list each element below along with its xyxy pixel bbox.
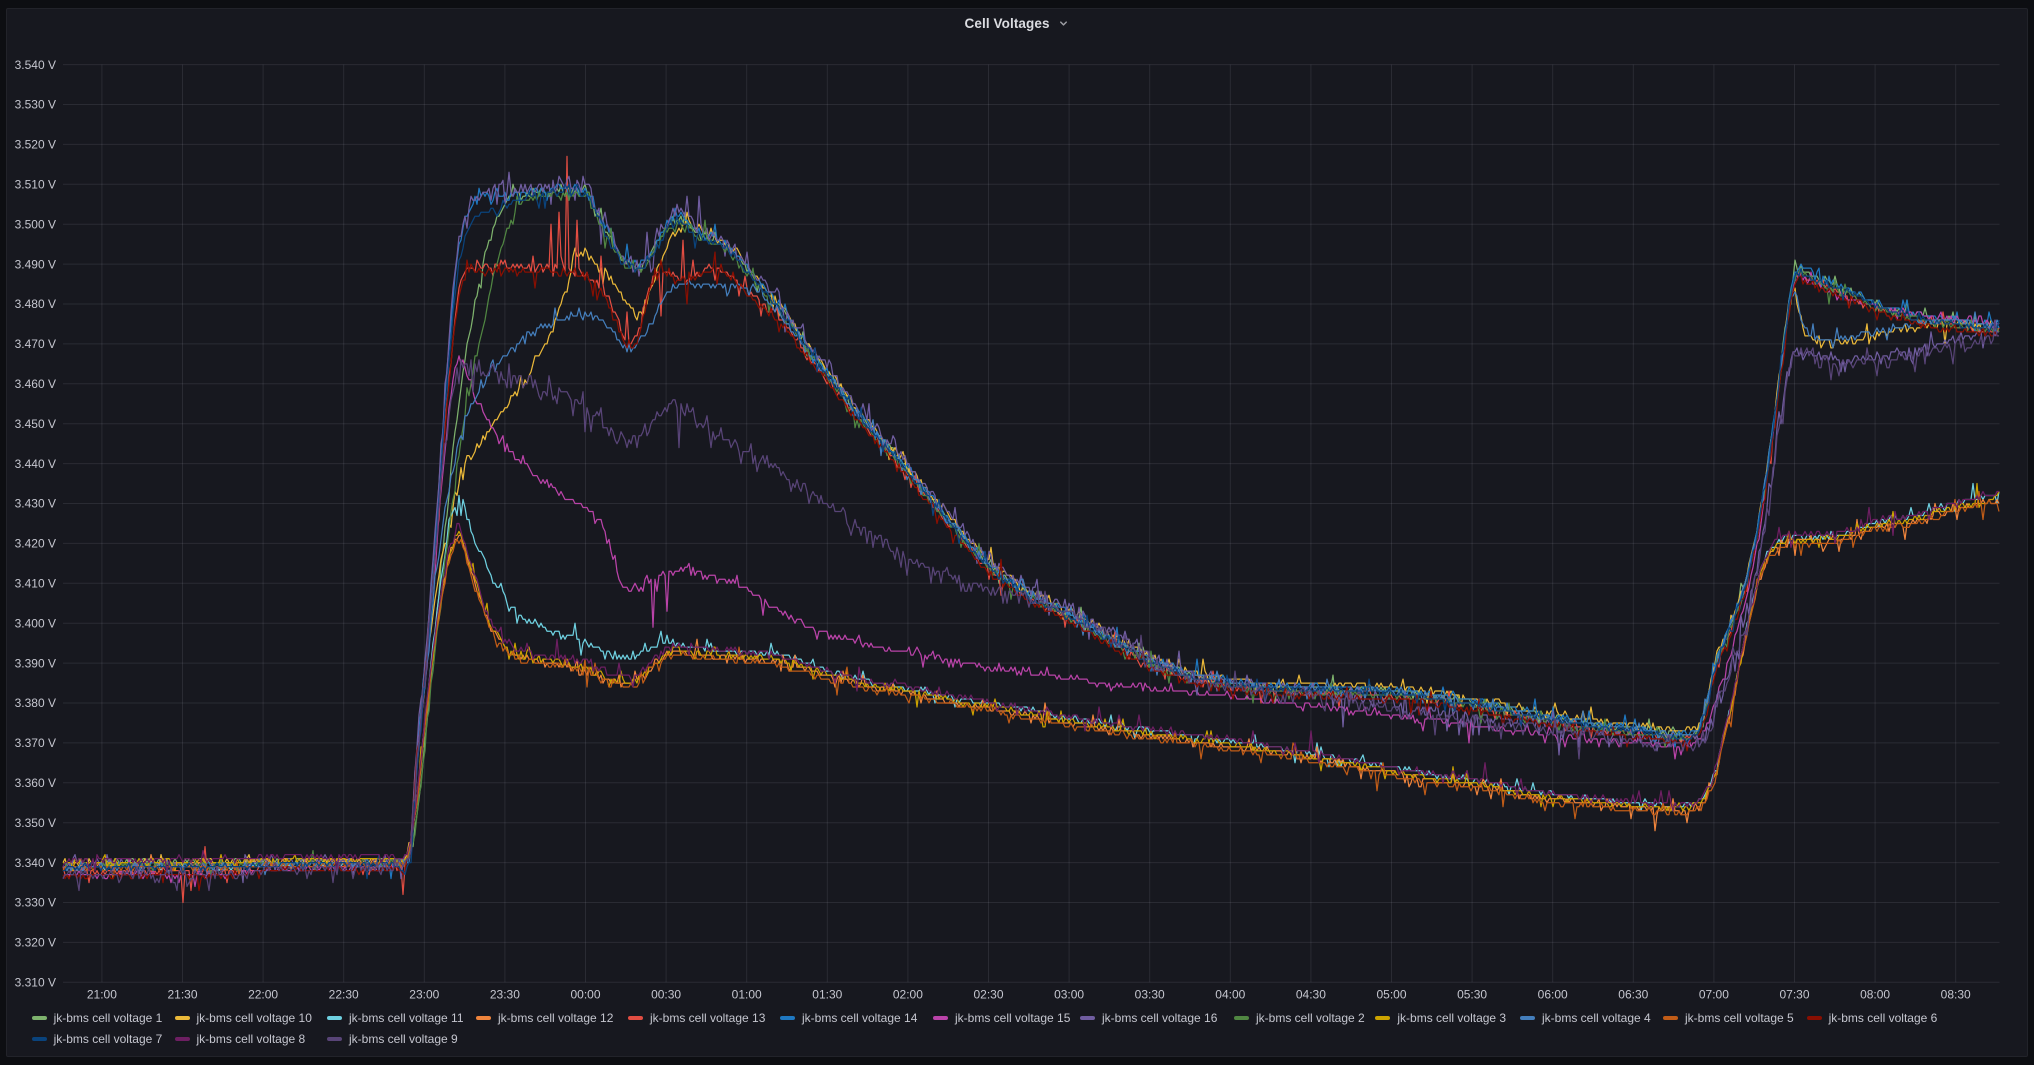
svg-text:3.400 V: 3.400 V <box>15 616 56 630</box>
svg-text:07:00: 07:00 <box>1699 988 1729 1002</box>
svg-text:3.440 V: 3.440 V <box>15 457 56 471</box>
svg-text:22:00: 22:00 <box>248 988 278 1002</box>
svg-text:3.510 V: 3.510 V <box>15 178 56 192</box>
svg-text:3.410 V: 3.410 V <box>15 577 56 591</box>
svg-text:01:00: 01:00 <box>732 988 762 1002</box>
svg-text:02:30: 02:30 <box>973 988 1003 1002</box>
svg-text:3.450 V: 3.450 V <box>15 417 56 431</box>
svg-text:3.530 V: 3.530 V <box>15 98 56 112</box>
svg-text:06:00: 06:00 <box>1538 988 1568 1002</box>
svg-text:3.340 V: 3.340 V <box>15 856 56 870</box>
svg-text:01:30: 01:30 <box>812 988 842 1002</box>
svg-text:05:30: 05:30 <box>1457 988 1487 1002</box>
svg-text:3.330 V: 3.330 V <box>15 896 56 910</box>
svg-text:22:30: 22:30 <box>329 988 359 1002</box>
svg-text:3.430 V: 3.430 V <box>15 497 56 511</box>
svg-text:04:00: 04:00 <box>1215 988 1245 1002</box>
svg-text:3.520 V: 3.520 V <box>15 138 56 152</box>
svg-text:3.480 V: 3.480 V <box>15 297 56 311</box>
svg-text:00:30: 00:30 <box>651 988 681 1002</box>
svg-text:21:00: 21:00 <box>87 988 117 1002</box>
svg-text:04:30: 04:30 <box>1296 988 1326 1002</box>
svg-text:05:00: 05:00 <box>1376 988 1406 1002</box>
svg-text:00:00: 00:00 <box>570 988 600 1002</box>
svg-text:3.470 V: 3.470 V <box>15 337 56 351</box>
svg-text:03:30: 03:30 <box>1135 988 1165 1002</box>
svg-text:3.390 V: 3.390 V <box>15 656 56 670</box>
svg-text:3.540 V: 3.540 V <box>15 58 56 72</box>
svg-text:3.310 V: 3.310 V <box>15 976 56 990</box>
svg-text:23:30: 23:30 <box>490 988 520 1002</box>
svg-text:3.420 V: 3.420 V <box>15 537 56 551</box>
svg-text:3.500 V: 3.500 V <box>15 217 56 231</box>
svg-text:3.320 V: 3.320 V <box>15 936 56 950</box>
svg-text:3.490 V: 3.490 V <box>15 257 56 271</box>
svg-text:06:30: 06:30 <box>1618 988 1648 1002</box>
svg-text:3.370 V: 3.370 V <box>15 736 56 750</box>
svg-text:08:30: 08:30 <box>1941 988 1971 1002</box>
svg-text:21:30: 21:30 <box>167 988 197 1002</box>
svg-text:3.350 V: 3.350 V <box>15 816 56 830</box>
svg-text:07:30: 07:30 <box>1779 988 1809 1002</box>
svg-text:3.380 V: 3.380 V <box>15 696 56 710</box>
svg-text:08:00: 08:00 <box>1860 988 1890 1002</box>
svg-text:3.360 V: 3.360 V <box>15 776 56 790</box>
svg-text:23:00: 23:00 <box>409 988 439 1002</box>
svg-text:03:00: 03:00 <box>1054 988 1084 1002</box>
svg-text:02:00: 02:00 <box>893 988 923 1002</box>
svg-text:3.460 V: 3.460 V <box>15 377 56 391</box>
